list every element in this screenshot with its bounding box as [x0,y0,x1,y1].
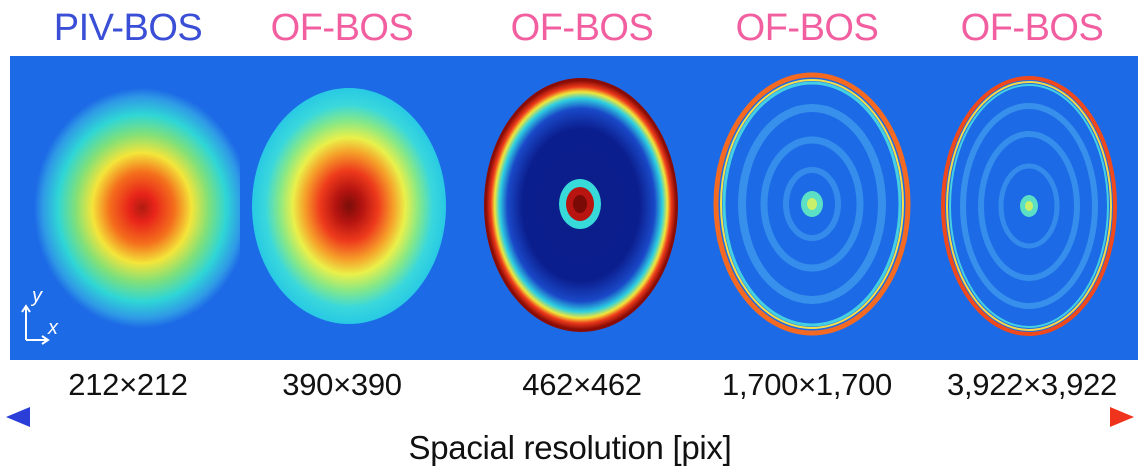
field-ring-4c [783,167,841,241]
field-panel-4 [700,56,930,360]
field-ring-4b [760,136,864,272]
resolution-label-2: 390×390 [282,367,402,402]
density-field-image-2 [252,88,446,324]
method-title-2: OF-BOS [270,7,414,49]
arrow-head-right [1110,407,1134,427]
resolution-label-1: 212×212 [68,367,188,402]
field-ring-5b [978,131,1080,281]
resolution-label-5: 3,922×3,922 [947,367,1117,402]
field-outer-ring-cyan-5 [949,84,1109,328]
field-core-5 [1025,201,1033,211]
density-field-image-1 [34,88,240,328]
field-image-strip [10,56,1138,360]
axis-title: Spacial resolution [pix] [408,429,732,466]
density-field-image-3 [484,78,678,332]
field-panel-3 [470,56,700,360]
field-ring-4a [738,104,886,304]
method-title-1: PIV-BOS [53,7,203,49]
field-panel-1 [10,56,240,360]
field-outer-ring-inner-4 [720,79,904,329]
method-title-5: OF-BOS [960,7,1104,49]
field-panel-5 [930,56,1138,360]
field-outer-ring-4 [713,72,911,336]
field-outer-ring-5 [941,76,1117,336]
resolution-label-4: 1,700×1,700 [722,367,892,402]
arrow-head-left [6,407,30,427]
field-core-center-3 [573,195,587,213]
field-blob-2 [252,88,446,324]
field-blob-1 [34,88,240,328]
coordinate-axes-icon: y x [21,285,59,345]
field-panel-2 [240,56,470,360]
field-outer-ring-cyan-4 [722,81,902,327]
field-core-4 [807,198,817,210]
field-ring-5c [998,163,1060,249]
resolution-label-3: 462×462 [522,367,642,402]
resolution-arrow [6,407,1134,427]
density-field-image-4 [713,72,911,336]
field-outer-ring-inner-5 [946,81,1112,331]
density-field-image-5 [941,76,1117,336]
method-title-3: OF-BOS [510,7,654,49]
axis-label-x: x [47,317,59,339]
method-title-4: OF-BOS [735,7,879,49]
field-ring-5a [960,103,1098,309]
axis-label-y: y [30,285,43,307]
